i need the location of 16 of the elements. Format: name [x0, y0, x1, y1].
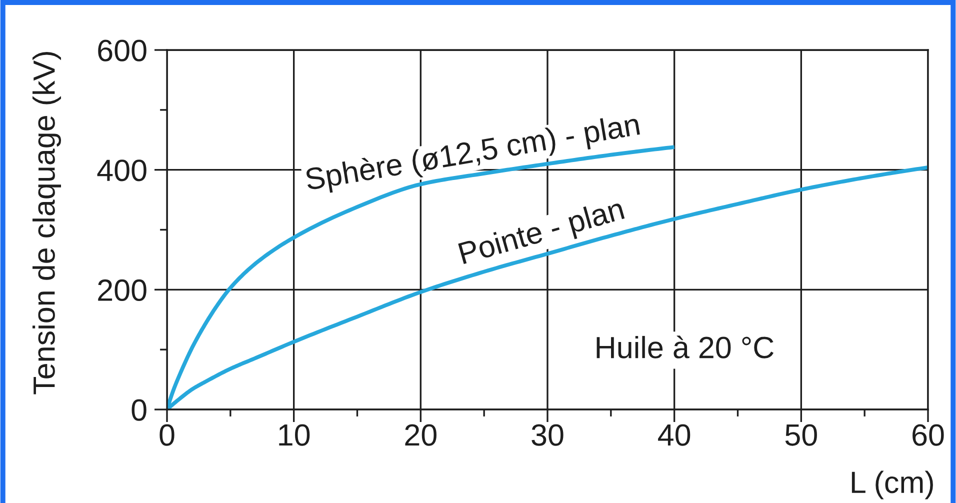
y-tick-label: 200: [98, 279, 146, 302]
x-tick-label: 60: [912, 424, 944, 446]
annotation: Huile à 20 °C: [596, 336, 774, 358]
x-tick-label: 0: [160, 424, 174, 446]
x-tick-label: 30: [532, 424, 564, 446]
x-tick-label: 20: [405, 424, 436, 446]
y-axis-title: Tension de claquage (kV): [32, 52, 62, 394]
y-tick-label: 400: [97, 160, 146, 182]
text: Pointe - plan: [458, 197, 626, 270]
y-tick-label: 0: [132, 399, 146, 421]
x-tick-label: 50: [785, 424, 817, 446]
x-axis-title: L (cm): [852, 470, 933, 500]
y-tick-label: 600: [98, 40, 146, 62]
text: Sphère (ø12,5 cm) - plan: [304, 112, 641, 196]
x-tick-label: 10: [279, 424, 310, 446]
x-tick-label: 40: [658, 424, 690, 446]
